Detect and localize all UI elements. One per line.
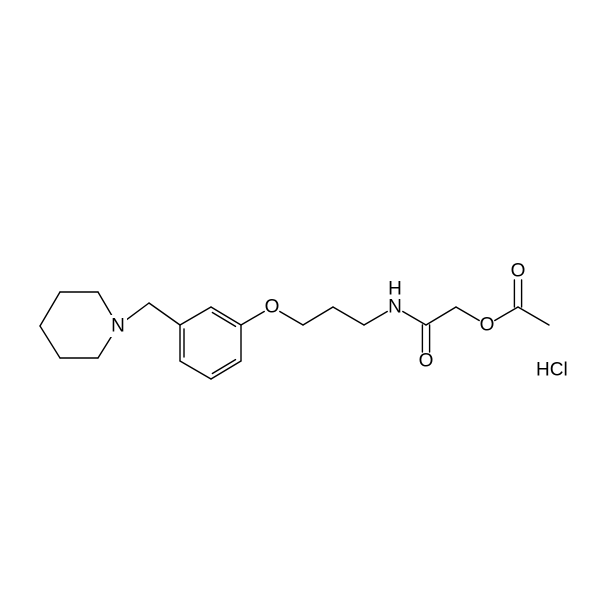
svg-text:N: N — [388, 297, 402, 318]
svg-text:O: O — [265, 297, 280, 318]
svg-text:HCl: HCl — [536, 360, 568, 381]
svg-text:N: N — [111, 316, 125, 337]
svg-text:O: O — [480, 315, 495, 336]
svg-text:O: O — [511, 261, 526, 282]
svg-text:O: O — [419, 351, 434, 372]
